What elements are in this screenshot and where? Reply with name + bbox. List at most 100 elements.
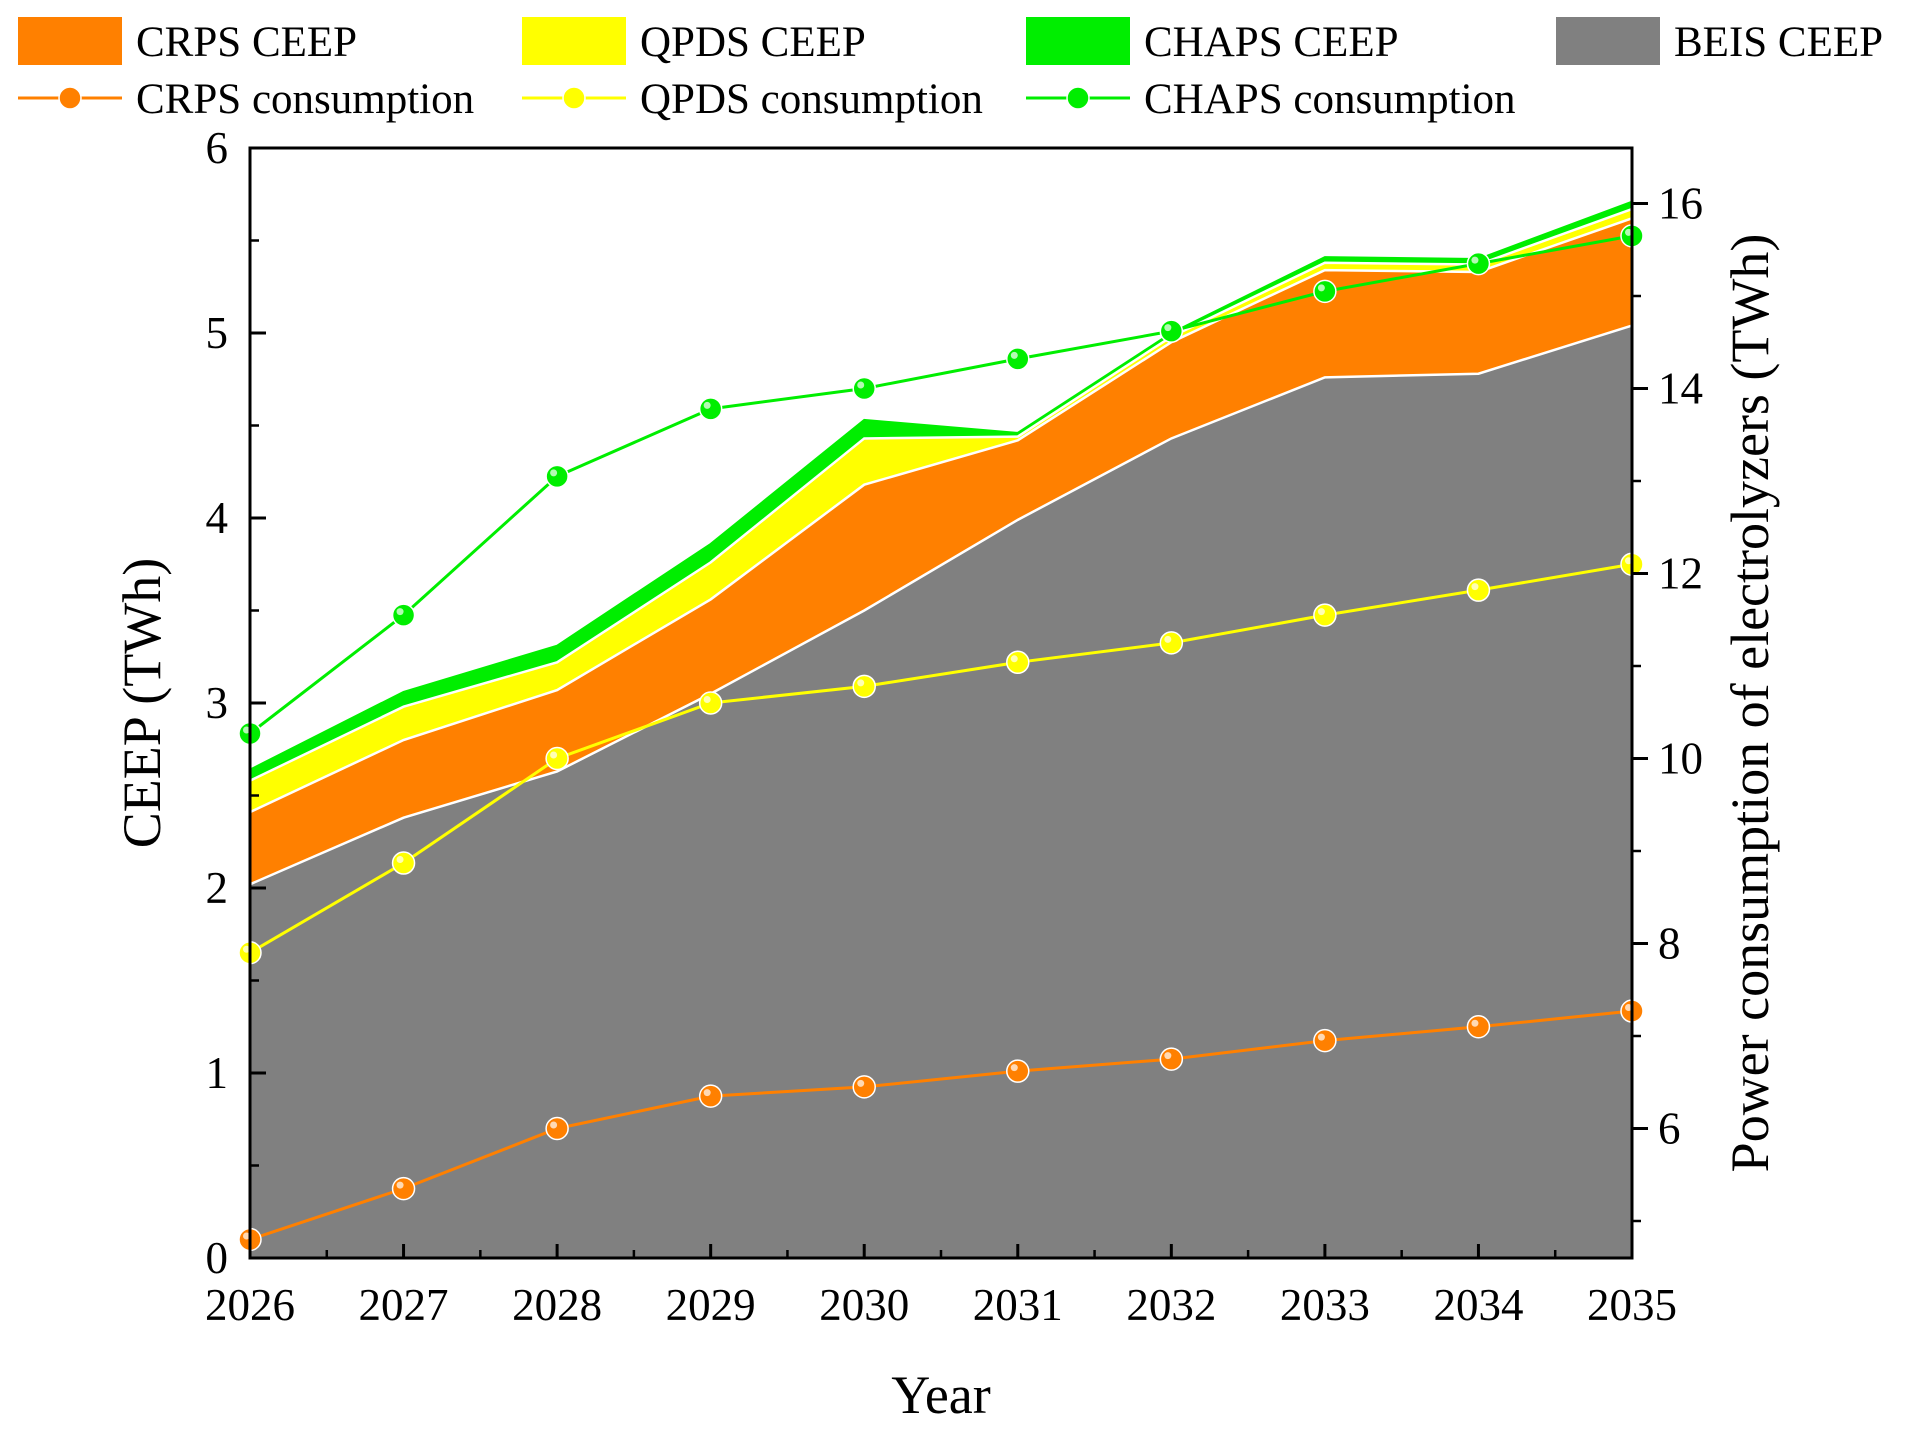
point-highlight [703, 1089, 711, 1097]
point-highlight [703, 401, 711, 409]
point-highlight [1164, 635, 1172, 643]
point-crps-consumption [698, 1084, 723, 1108]
lines-layer [238, 224, 1644, 1252]
point-crps-consumption [391, 1176, 416, 1201]
point-qpds-consumption [545, 746, 569, 771]
point-highlight [1010, 655, 1018, 663]
point-highlight [396, 1181, 404, 1189]
legend-label-qpds-consumption: QPDS consumption [640, 76, 983, 123]
point-highlight [1010, 351, 1018, 359]
legend-swatch-crps-ceep [18, 17, 122, 65]
legend-label-crps-consumption: CRPS consumption [136, 76, 474, 123]
point-crps-consumption [852, 1075, 876, 1099]
point-chaps-consumption [698, 397, 723, 421]
point-highlight [857, 1079, 865, 1087]
point-qpds-consumption [1006, 650, 1030, 675]
point-chaps-consumption [1159, 319, 1184, 343]
legend-marker-qpds-consumption [562, 86, 586, 110]
point-highlight [1625, 557, 1632, 565]
point-highlight [1317, 1033, 1325, 1041]
x-axis-title: Year [891, 1365, 991, 1425]
point-highlight [396, 856, 404, 864]
point-qpds-consumption [852, 674, 876, 699]
legend-label-chaps-consumption: CHAPS consumption [1144, 76, 1516, 123]
x-tick-label: 2027 [359, 1280, 449, 1330]
x-tick-label: 2034 [1433, 1280, 1523, 1330]
point-crps-consumption [1313, 1028, 1337, 1053]
point-highlight [243, 726, 250, 734]
y-tick-label: 5 [206, 308, 229, 358]
point-crps-consumption [1159, 1047, 1184, 1071]
x-tick-label: 2031 [973, 1280, 1063, 1330]
point-qpds-consumption [391, 851, 416, 875]
point-chaps-consumption [391, 603, 416, 627]
point-chaps-consumption [1313, 279, 1337, 304]
point-highlight [243, 945, 250, 953]
point-highlight [1625, 228, 1632, 236]
point-chaps-consumption [1006, 347, 1030, 371]
point-crps-consumption [1466, 1015, 1491, 1039]
point-highlight [1471, 583, 1479, 591]
y-right-tick-label: 12 [1658, 549, 1703, 599]
point-chaps-consumption [545, 464, 569, 489]
legend-swatch-beis-ceep [1556, 17, 1660, 65]
y-right-tick-label: 16 [1658, 179, 1703, 229]
legend-layer: CRPS CEEP QPDS CEEP CHAPS CEEP BEIS CEEP CRP… [18, 17, 1883, 123]
point-highlight [1010, 1064, 1018, 1072]
point-highlight [857, 679, 865, 687]
areas-layer [249, 200, 1633, 1259]
y-right-tick-label: 14 [1658, 364, 1703, 414]
point-highlight [550, 1121, 558, 1129]
area-boundary-qpds-ceep [249, 207, 1633, 782]
point-highlight [1625, 1004, 1632, 1012]
y-tick-label: 6 [206, 123, 229, 173]
point-highlight [396, 608, 404, 616]
legend-marker-crps-consumption [58, 86, 82, 110]
point-chaps-consumption [1466, 251, 1491, 276]
point-highlight [1317, 284, 1325, 292]
x-tick-label: 2035 [1587, 1280, 1677, 1330]
x-tick-label: 2032 [1126, 1280, 1216, 1330]
point-qpds-consumption [1159, 631, 1184, 655]
legend-marker-chaps-consumption [1066, 86, 1090, 110]
area-boundary-beis-ceep [249, 324, 1633, 886]
point-highlight [857, 381, 865, 389]
legend-label-crps-ceep: CRPS CEEP [136, 19, 357, 66]
line-crps-consumption [249, 1009, 1633, 1241]
point-qpds-consumption [1466, 578, 1491, 602]
point-chaps-consumption [852, 376, 876, 401]
legend-label-chaps-ceep: CHAPS CEEP [1144, 19, 1399, 66]
y-tick-label: 3 [206, 678, 229, 728]
point-highlight [550, 469, 558, 477]
axes-layer: 2026 2027 2028 2029 2030 2031 2032 2033 2034 2035… [112, 123, 1780, 1425]
point-highlight [1471, 256, 1479, 264]
y-right-tick-label: 8 [1658, 919, 1681, 969]
point-highlight [1164, 324, 1172, 332]
point-qpds-consumption [1313, 603, 1337, 627]
x-tick-label: 2030 [819, 1280, 909, 1330]
area-edge-chaps-ceep [249, 200, 1633, 771]
point-highlight [550, 751, 558, 759]
y-tick-label: 1 [206, 1048, 229, 1098]
point-highlight [1164, 1052, 1172, 1060]
legend-label-beis-ceep: BEIS CEEP [1674, 19, 1883, 66]
y-tick-label: 2 [206, 863, 229, 913]
y-right-tick-label: 10 [1658, 734, 1703, 784]
x-tick-label: 2026 [205, 1280, 295, 1330]
point-highlight [243, 1232, 250, 1240]
x-tick-label: 2028 [512, 1280, 602, 1330]
point-highlight [1471, 1019, 1479, 1027]
point-qpds-consumption [698, 691, 723, 715]
y-tick-label: 0 [206, 1233, 229, 1283]
line-qpds-consumption [249, 562, 1633, 955]
x-tick-label: 2029 [666, 1280, 756, 1330]
line-chaps-consumption [249, 234, 1633, 735]
point-crps-consumption [545, 1116, 569, 1141]
y-tick-label: 4 [206, 493, 229, 543]
legend-swatch-qpds-ceep [522, 17, 626, 65]
point-highlight [1317, 608, 1325, 616]
x-tick-label: 2033 [1280, 1280, 1370, 1330]
y-right-tick-label: 6 [1658, 1104, 1681, 1154]
legend-label-qpds-ceep: QPDS CEEP [640, 19, 866, 66]
